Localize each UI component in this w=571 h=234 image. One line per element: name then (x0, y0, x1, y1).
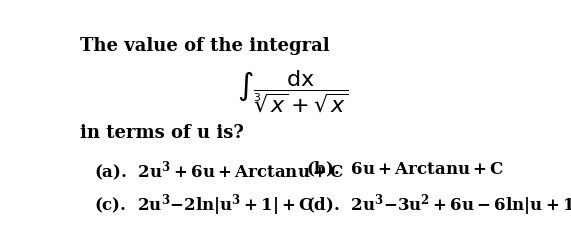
Text: (d).  $\mathregular{2u^3}$$\mathregular{-3u^2 + 6u-6ln|u + 1| + C}$: (d). $\mathregular{2u^3}$$\mathregular{-… (306, 192, 571, 218)
Text: The value of the integral: The value of the integral (80, 37, 330, 55)
Text: $\int \dfrac{\mathrm{dx}}{\sqrt[3]{x}+\sqrt{x}}$: $\int \dfrac{\mathrm{dx}}{\sqrt[3]{x}+\s… (237, 68, 348, 113)
Text: (c).  $\mathregular{2u^3}$$\mathregular{-2ln|u^3 + 1| + C}$: (c). $\mathregular{2u^3}$$\mathregular{-… (94, 192, 313, 218)
Text: in terms of u is?: in terms of u is? (80, 124, 244, 142)
Text: (a).  $\mathregular{2u^3 + 6u + Arctanu + C}$: (a). $\mathregular{2u^3 + 6u + Arctanu +… (94, 160, 344, 184)
Text: (b).  $\mathregular{6u + Arctanu + C}$: (b). $\mathregular{6u + Arctanu + C}$ (306, 160, 504, 179)
